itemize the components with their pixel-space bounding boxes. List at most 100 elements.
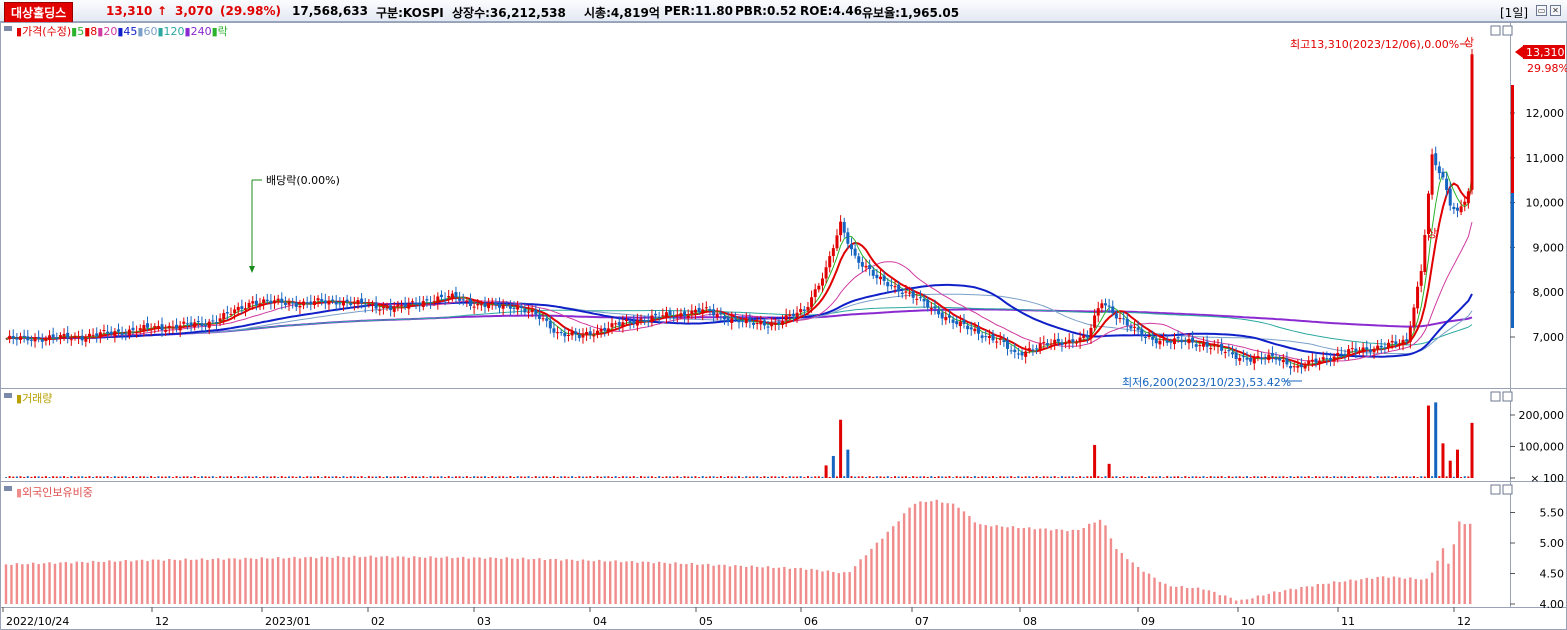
candle-body	[563, 332, 567, 337]
volume-bar	[523, 476, 526, 478]
foreign-ratio-bar	[794, 568, 797, 604]
candle-body	[701, 309, 705, 314]
volume-bar	[139, 476, 142, 478]
volume-bar	[378, 476, 381, 478]
foreign-ratio-bar	[532, 558, 536, 604]
candle-body	[1147, 335, 1151, 337]
foreign-ratio-bar	[266, 558, 269, 604]
close-icon[interactable]	[1502, 391, 1513, 402]
price-panel-icons[interactable]	[4, 25, 1513, 36]
maximize-icon[interactable]	[1490, 391, 1501, 402]
x-tick-label: 2023/01	[265, 615, 311, 628]
panel-collapse-icon[interactable]	[4, 486, 12, 491]
panel-collapse-icon[interactable]	[4, 26, 12, 31]
close-icon[interactable]	[1502, 25, 1513, 36]
candle-body	[752, 322, 756, 325]
volume-bar	[1405, 476, 1408, 478]
volume-bar	[1426, 405, 1430, 478]
foreign-ratio-bar	[1033, 529, 1036, 604]
x-tick-label: 03	[477, 615, 491, 628]
volume-bar	[320, 477, 323, 478]
y-tick-label: 12,000	[1526, 107, 1565, 120]
volume-bar	[1155, 476, 1158, 478]
x-tick-label: 11	[1341, 615, 1355, 628]
candle-body	[802, 309, 806, 312]
period-selector[interactable]: [1일]	[1500, 6, 1529, 20]
candle-body	[1031, 349, 1035, 351]
candle-body	[556, 332, 560, 334]
candle-body	[258, 303, 262, 306]
volume-bar	[342, 476, 345, 478]
foreign-ratio-bar	[576, 560, 579, 604]
candle-body	[479, 304, 483, 306]
volume-bar	[741, 477, 744, 478]
candle-body	[537, 314, 541, 319]
candle-body	[882, 275, 886, 281]
candle-body	[309, 301, 313, 305]
foreign-ratio-bar	[696, 564, 699, 604]
x-tick-label: 2022/10/24	[6, 615, 69, 628]
candle-body	[690, 310, 694, 314]
candle-body	[1372, 349, 1376, 353]
volume-panel-icons[interactable]	[4, 391, 1513, 402]
panel-collapse-icon[interactable]	[4, 393, 12, 398]
foreign-ratio-bar	[1153, 577, 1156, 604]
candle-body	[1060, 342, 1064, 345]
foreign-ratio-bar	[331, 557, 334, 604]
volume-bar	[335, 476, 338, 478]
candle-body	[204, 324, 208, 327]
candle-body	[577, 334, 581, 339]
dividend-label: 배당락(0.00%)	[266, 174, 340, 187]
volume-bar	[640, 476, 643, 478]
volume-bar	[1242, 476, 1245, 478]
volume-bar	[1420, 476, 1423, 478]
candle-body	[693, 309, 697, 313]
close-icon[interactable]	[1502, 484, 1513, 495]
volume-bar	[280, 476, 283, 478]
volume-bar	[774, 476, 777, 478]
volume-bar	[483, 476, 486, 478]
foreign-ratio-bar	[1028, 527, 1031, 604]
candle-body	[1016, 353, 1020, 355]
candle-body	[650, 315, 654, 323]
volume-bar	[1318, 476, 1321, 478]
volume-bar	[266, 476, 269, 478]
candle-body	[1002, 340, 1006, 342]
foreign-panel-icons[interactable]	[4, 484, 1513, 495]
candle-body	[857, 256, 861, 263]
maximize-icon[interactable]	[1490, 25, 1501, 36]
volume-bar	[1376, 476, 1379, 478]
foreign-ratio-bar	[979, 524, 982, 604]
restore-icon[interactable]: ▭	[1536, 5, 1547, 16]
volume-bar	[1354, 476, 1357, 478]
candle-body	[26, 336, 30, 341]
candle-body	[66, 332, 70, 339]
volume-bar	[393, 476, 396, 478]
volume-bar	[831, 455, 835, 478]
candle-body	[1114, 313, 1118, 319]
volume-bar	[1024, 476, 1027, 478]
legend-item: 락	[218, 25, 228, 38]
candle-body	[998, 338, 1002, 340]
y-tick-label: × 100	[1530, 472, 1564, 485]
candle-body	[1325, 358, 1329, 360]
volume-bar	[770, 476, 773, 478]
candle-body	[214, 322, 218, 324]
foreign-ratio-bar	[1376, 576, 1379, 604]
volume-bar	[1409, 476, 1412, 478]
candle-body	[1448, 188, 1452, 206]
foreign-ratio-bar	[124, 559, 127, 604]
maximize-icon[interactable]	[1490, 484, 1501, 495]
foreign-ratio-bar	[211, 559, 215, 604]
candle-body	[1437, 166, 1441, 174]
x-tick-label: 08	[1023, 615, 1037, 628]
foreign-ratio-bar	[652, 563, 655, 604]
close-icon[interactable]: ✕	[1550, 5, 1561, 16]
volume-bar	[1304, 476, 1307, 478]
candle-body	[360, 298, 364, 304]
candle-body	[345, 299, 349, 302]
volume-bar	[1398, 476, 1401, 478]
candle-body	[472, 306, 476, 308]
x-tick-label: 07	[915, 615, 929, 628]
